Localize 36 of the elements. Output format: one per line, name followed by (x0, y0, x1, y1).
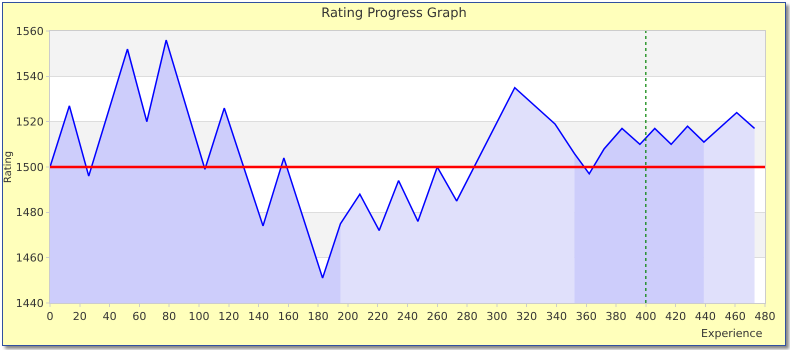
x-tick-label: 320 (516, 310, 538, 324)
x-tick-label: 380 (606, 310, 627, 324)
x-tick-label: 80 (162, 310, 176, 324)
chart-title: Rating Progress Graph (321, 6, 467, 22)
x-tick-label: 40 (102, 310, 117, 324)
x-tick-label: 440 (694, 310, 716, 324)
y-tick-label: 1500 (16, 160, 44, 174)
x-tick-label: 480 (754, 310, 776, 324)
x-tick-label: 300 (486, 310, 508, 324)
x-tick-label: 120 (218, 310, 240, 324)
line-series (50, 39, 756, 279)
x-tick-label: 360 (576, 310, 597, 324)
y-axis-title: Rating (3, 150, 14, 184)
x-tick-label: 180 (308, 310, 329, 324)
x-tick-label: 0 (46, 310, 54, 324)
x-tick-label: 140 (248, 310, 270, 324)
x-axis-title: Experience (701, 327, 763, 340)
x-tick-label: 220 (367, 310, 388, 324)
x-tick-label: 400 (635, 310, 656, 324)
y-tick-label: 1440 (16, 296, 44, 310)
x-tick-label: 100 (188, 310, 210, 324)
x-tick-label: 160 (278, 310, 299, 324)
x-tick-label: 240 (397, 310, 418, 324)
x-tick-label: 20 (72, 310, 87, 324)
y-tick-label: 1560 (16, 24, 44, 38)
y-tick-label: 1540 (16, 70, 44, 84)
x-tick-label: 260 (426, 310, 448, 324)
x-tick-label: 60 (132, 310, 146, 324)
y-tick-label: 1460 (16, 252, 44, 265)
x-tick-label: 340 (546, 310, 567, 324)
x-tick-label: 460 (724, 310, 746, 324)
x-tick-label: 420 (665, 310, 686, 324)
y-tick-label: 1480 (16, 206, 44, 220)
x-tick-label: 200 (337, 310, 358, 324)
x-tick-label: 280 (456, 310, 478, 324)
y-tick-label: 1520 (16, 116, 44, 129)
